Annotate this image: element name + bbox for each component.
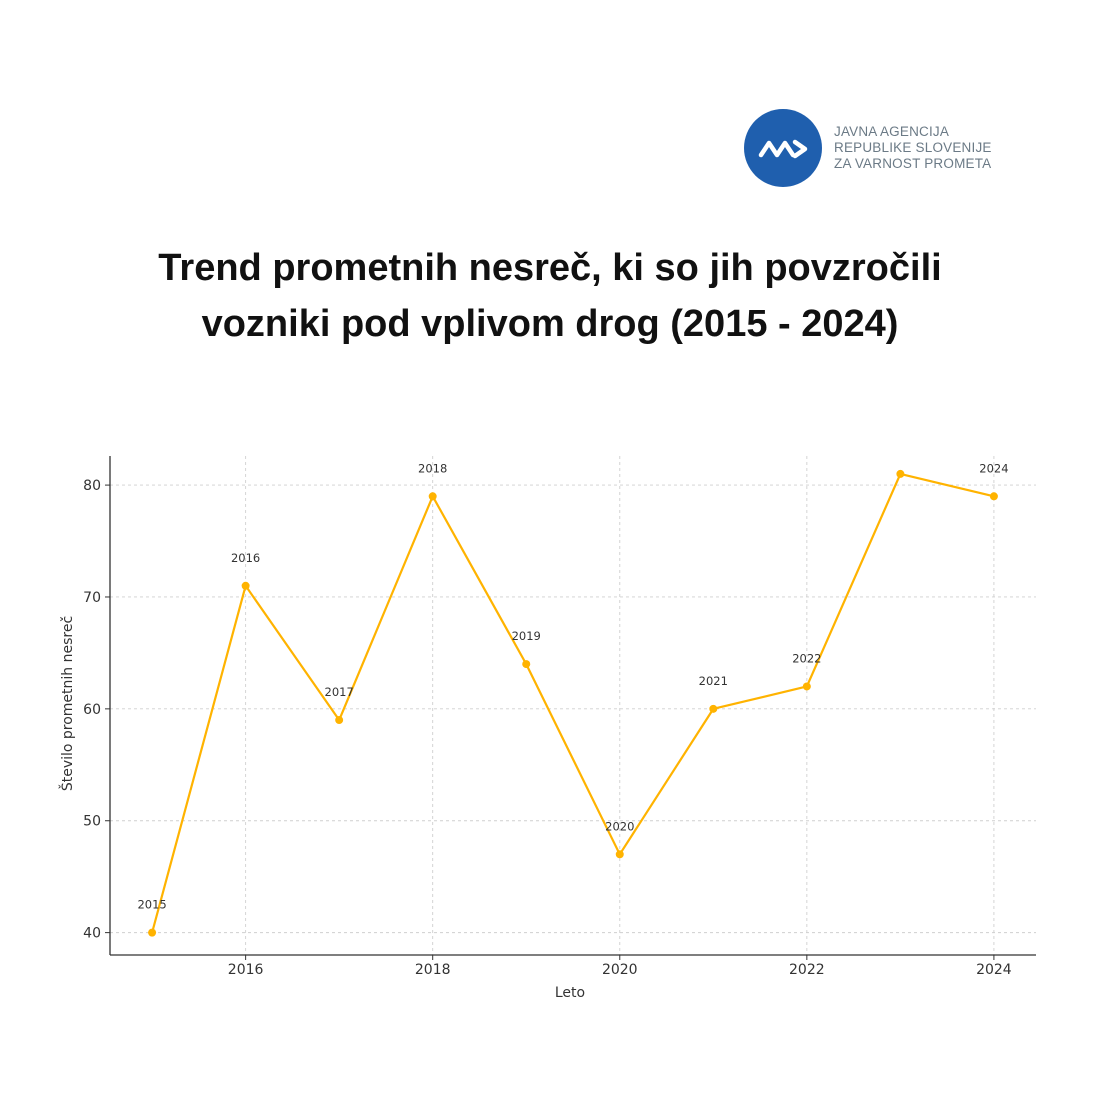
data-label: 2015: [137, 898, 166, 912]
page-title: Trend prometnih nesreč, ki so jih povzro…: [0, 240, 1100, 352]
data-point: [615, 850, 624, 859]
data-label: 2019: [512, 629, 541, 643]
data-point: [522, 660, 531, 669]
data-point: [896, 469, 905, 478]
data-point: [989, 492, 998, 501]
y-axis-label: Število prometnih nesreč: [58, 616, 76, 791]
data-point: [709, 704, 718, 713]
data-label: 2018: [418, 461, 447, 475]
x-tick-label: 2020: [602, 962, 638, 978]
data-point: [335, 716, 344, 725]
data-label: 2016: [231, 551, 260, 565]
agency-name: JAVNA AGENCIJA REPUBLIKE SLOVENIJE ZA VA…: [834, 124, 992, 172]
x-tick-label: 2016: [228, 962, 264, 978]
data-point: [241, 581, 250, 590]
data-point: [428, 492, 437, 501]
y-tick-label: 40: [83, 926, 101, 942]
data-label: 2022: [792, 651, 821, 665]
agency-name-line: REPUBLIKE SLOVENIJE: [834, 140, 992, 155]
title-line-1: Trend prometnih nesreč, ki so jih povzro…: [158, 247, 942, 289]
data-point: [802, 682, 811, 691]
y-tick-label: 60: [83, 702, 101, 718]
x-axis-label: Leto: [555, 985, 585, 1001]
x-tick-label: 2022: [789, 962, 825, 978]
y-tick-label: 80: [83, 478, 101, 494]
data-label: 2024: [979, 461, 1008, 475]
agency-logo: JAVNA AGENCIJA REPUBLIKE SLOVENIJE ZA VA…: [744, 109, 992, 187]
data-label: 2020: [605, 819, 634, 833]
agency-name-line: ZA VARNOST PROMETA: [834, 156, 992, 171]
y-tick-label: 70: [83, 590, 101, 606]
title-line-2: vozniki pod vplivom drog (2015 - 2024): [201, 303, 899, 345]
av-arrow-icon: [744, 109, 822, 187]
x-tick-label: 2018: [415, 962, 451, 978]
data-label: 2017: [325, 685, 354, 699]
x-tick-label: 2024: [976, 962, 1012, 978]
data-label: 2021: [699, 674, 728, 688]
agency-name-line: JAVNA AGENCIJA: [834, 124, 950, 139]
series-line: [151, 472, 995, 933]
data-point: [148, 928, 157, 937]
y-tick-label: 50: [83, 814, 101, 830]
